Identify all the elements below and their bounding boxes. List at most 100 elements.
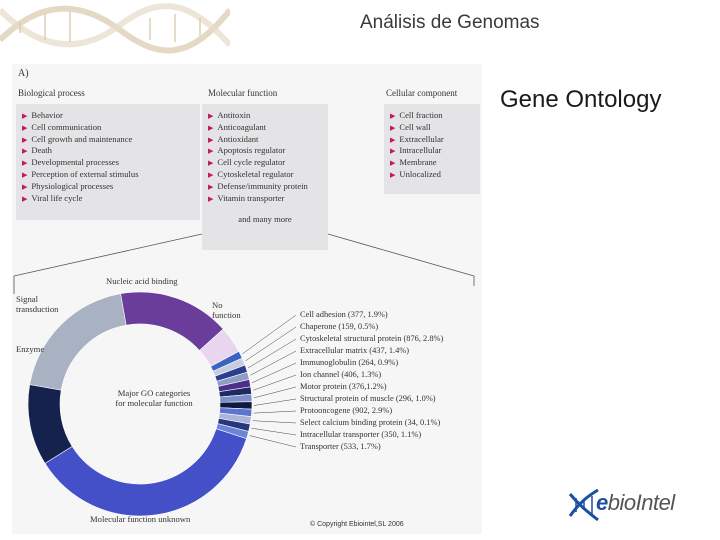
list-item: ▶ Behavior bbox=[22, 110, 63, 120]
triangle-bullet-icon: ▶ bbox=[208, 135, 214, 144]
legend-item: Cell adhesion (377, 1.9%) bbox=[300, 310, 388, 319]
list-item: ▶ Cell wall bbox=[390, 121, 431, 132]
gene-ontology-figure: A) Biological process ▶ Behavior ▶ Cell co… bbox=[12, 64, 482, 534]
legend-item: Intracellular transporter (350, 1.1%) bbox=[300, 430, 422, 439]
list-item: ▶ Extracellular bbox=[390, 133, 444, 144]
list-item: ▶ Cytoskeletal regulator bbox=[208, 168, 294, 179]
list-item: ▶ Defense/immunity protein bbox=[208, 180, 308, 191]
panel-heading: Molecular function bbox=[208, 88, 278, 98]
slide-subtitle: Gene Ontology bbox=[500, 86, 662, 113]
triangle-bullet-icon: ▶ bbox=[22, 112, 28, 120]
segment-small-category bbox=[215, 423, 249, 439]
legend-item: Motor protein (376,1.2%) bbox=[300, 382, 387, 391]
ring-center-label: Major GO categories for molecular functi… bbox=[115, 388, 193, 408]
biological-process-panel: Biological process ▶ Behavior ▶ Cell commu… bbox=[16, 88, 200, 220]
legend-item: Protooncogene (902, 2.9%) bbox=[300, 406, 393, 415]
list-item: ▶ Anticoagulant bbox=[208, 121, 267, 132]
list-item: ▶ Intracellular bbox=[390, 145, 442, 156]
legend-leader-line bbox=[252, 420, 297, 424]
molecular-function-list: ▶ Antitoxin ▶ Anticoagulant ▶ Antioxidant ▶… bbox=[202, 104, 328, 210]
segment-molecular-function-unknown bbox=[44, 428, 247, 517]
triangle-bullet-icon: ▶ bbox=[390, 147, 396, 156]
legend-item: Ion channel (406, 1.3%) bbox=[300, 370, 382, 379]
legend-item: Select calcium binding protein (34, 0.1%… bbox=[300, 418, 441, 427]
legend-leader-line bbox=[250, 350, 297, 376]
connector-line bbox=[327, 233, 475, 277]
triangle-bullet-icon: ▶ bbox=[22, 182, 28, 191]
go-ring-diagram bbox=[13, 233, 475, 517]
list-item: ▶ Vitamin transporter bbox=[208, 192, 285, 203]
list-item: ▶ Death bbox=[22, 145, 52, 156]
legend-leader-line bbox=[253, 410, 297, 414]
ebiointel-logo-icon bbox=[568, 488, 599, 522]
legend-item: Extracellular matrix (437, 1.4%) bbox=[300, 346, 410, 355]
list-item: ▶ Unlocalized bbox=[390, 168, 441, 179]
legend-leader-line bbox=[251, 362, 297, 383]
legend-item: Cytoskeletal structural protein (876, 2.… bbox=[300, 334, 444, 343]
legend-item: Transporter (533, 1.7%) bbox=[300, 442, 381, 451]
legend-leader-line bbox=[249, 435, 297, 448]
triangle-bullet-icon: ▶ bbox=[22, 135, 28, 144]
signal-transduction-label: Signal transduction bbox=[16, 294, 59, 314]
triangle-bullet-icon: ▶ bbox=[390, 135, 396, 144]
legend-leader-line bbox=[248, 338, 297, 369]
triangle-bullet-icon: ▶ bbox=[390, 123, 396, 132]
segment-signal-transduction bbox=[29, 293, 127, 391]
cellular-component-panel: Cellular component ▶ Cell fraction ▶ Cell … bbox=[384, 88, 480, 194]
triangle-bullet-icon: ▶ bbox=[208, 159, 214, 168]
list-item: ▶ Physiological processes bbox=[22, 180, 114, 191]
triangle-bullet-icon: ▶ bbox=[22, 170, 28, 179]
list-item: ▶ Apoptosis regulator bbox=[208, 145, 286, 156]
legend-item: Structural protein of muscle (296, 1.0%) bbox=[300, 394, 436, 403]
legend-leader-line bbox=[253, 386, 297, 399]
legend-leader-lines bbox=[242, 314, 297, 448]
enzyme-label: Enzyme bbox=[16, 344, 45, 354]
triangle-bullet-icon: ▶ bbox=[22, 194, 28, 203]
dna-helix-decoration bbox=[0, 3, 230, 54]
list-item: ▶ Antioxidant bbox=[208, 133, 259, 144]
list-item: ▶ Viral life cycle bbox=[22, 192, 83, 203]
triangle-bullet-icon: ▶ bbox=[390, 159, 396, 168]
molecular-function-unknown-label: Molecular function unknown bbox=[90, 514, 191, 524]
biological-process-list: ▶ Behavior ▶ Cell communication ▶ Cell grow… bbox=[16, 104, 200, 210]
ring-segments bbox=[27, 291, 253, 517]
copyright-notice: © Copyright Ebiointel,SL 2006 bbox=[310, 521, 404, 528]
segment-nucleic-acid-binding bbox=[120, 291, 224, 351]
legend-item: Chaperone (159, 0.5%) bbox=[300, 322, 379, 331]
ebiointel-logo-text: ebioIntel bbox=[596, 490, 675, 515]
list-item: ▶ Cell communication bbox=[22, 121, 102, 132]
figure-letter: A) bbox=[18, 68, 29, 79]
panel-heading: Biological process bbox=[18, 88, 85, 98]
legend-leader-line bbox=[242, 314, 297, 355]
nucleic-acid-binding-label: Nucleic acid binding bbox=[106, 276, 178, 286]
no-function-label: No function bbox=[212, 300, 241, 320]
list-item: ▶ Developmental processes bbox=[22, 157, 119, 168]
cellular-component-list: ▶ Cell fraction ▶ Cell wall ▶ Extracellular… bbox=[384, 104, 480, 187]
and-many-more-label: and many more bbox=[238, 214, 292, 225]
list-item: ▶ Cell fraction bbox=[390, 110, 443, 120]
legend-item: Immunoglobulin (264, 0.9%) bbox=[300, 358, 399, 367]
triangle-bullet-icon: ▶ bbox=[208, 147, 214, 156]
triangle-bullet-icon: ▶ bbox=[208, 194, 214, 203]
legend-leader-line bbox=[245, 326, 297, 362]
triangle-bullet-icon: ▶ bbox=[22, 159, 28, 168]
molecular-function-panel: Molecular function ▶ Antitoxin ▶ Anticoagu… bbox=[202, 88, 328, 250]
connector-line bbox=[13, 233, 203, 277]
slide-title: Análisis de Genomas bbox=[360, 12, 540, 33]
triangle-bullet-icon: ▶ bbox=[208, 182, 214, 191]
legend-leader-line bbox=[251, 427, 297, 436]
list-item: ▶ Antitoxin bbox=[208, 110, 251, 120]
legend-leader-line bbox=[253, 398, 297, 406]
triangle-bullet-icon: ▶ bbox=[22, 123, 28, 132]
triangle-bullet-icon: ▶ bbox=[22, 147, 28, 156]
list-item: ▶ Membrane bbox=[390, 157, 437, 168]
triangle-bullet-icon: ▶ bbox=[208, 112, 214, 120]
triangle-bullet-icon: ▶ bbox=[390, 112, 396, 120]
panel-heading: Cellular component bbox=[386, 88, 458, 98]
triangle-bullet-icon: ▶ bbox=[208, 123, 214, 132]
triangle-bullet-icon: ▶ bbox=[390, 170, 396, 179]
list-item: ▶ Cell cycle regulator bbox=[208, 157, 286, 168]
list-item: ▶ Perception of external stimulus bbox=[22, 168, 139, 179]
list-item: ▶ Cell growth and maintenance bbox=[22, 133, 133, 144]
triangle-bullet-icon: ▶ bbox=[208, 170, 214, 179]
